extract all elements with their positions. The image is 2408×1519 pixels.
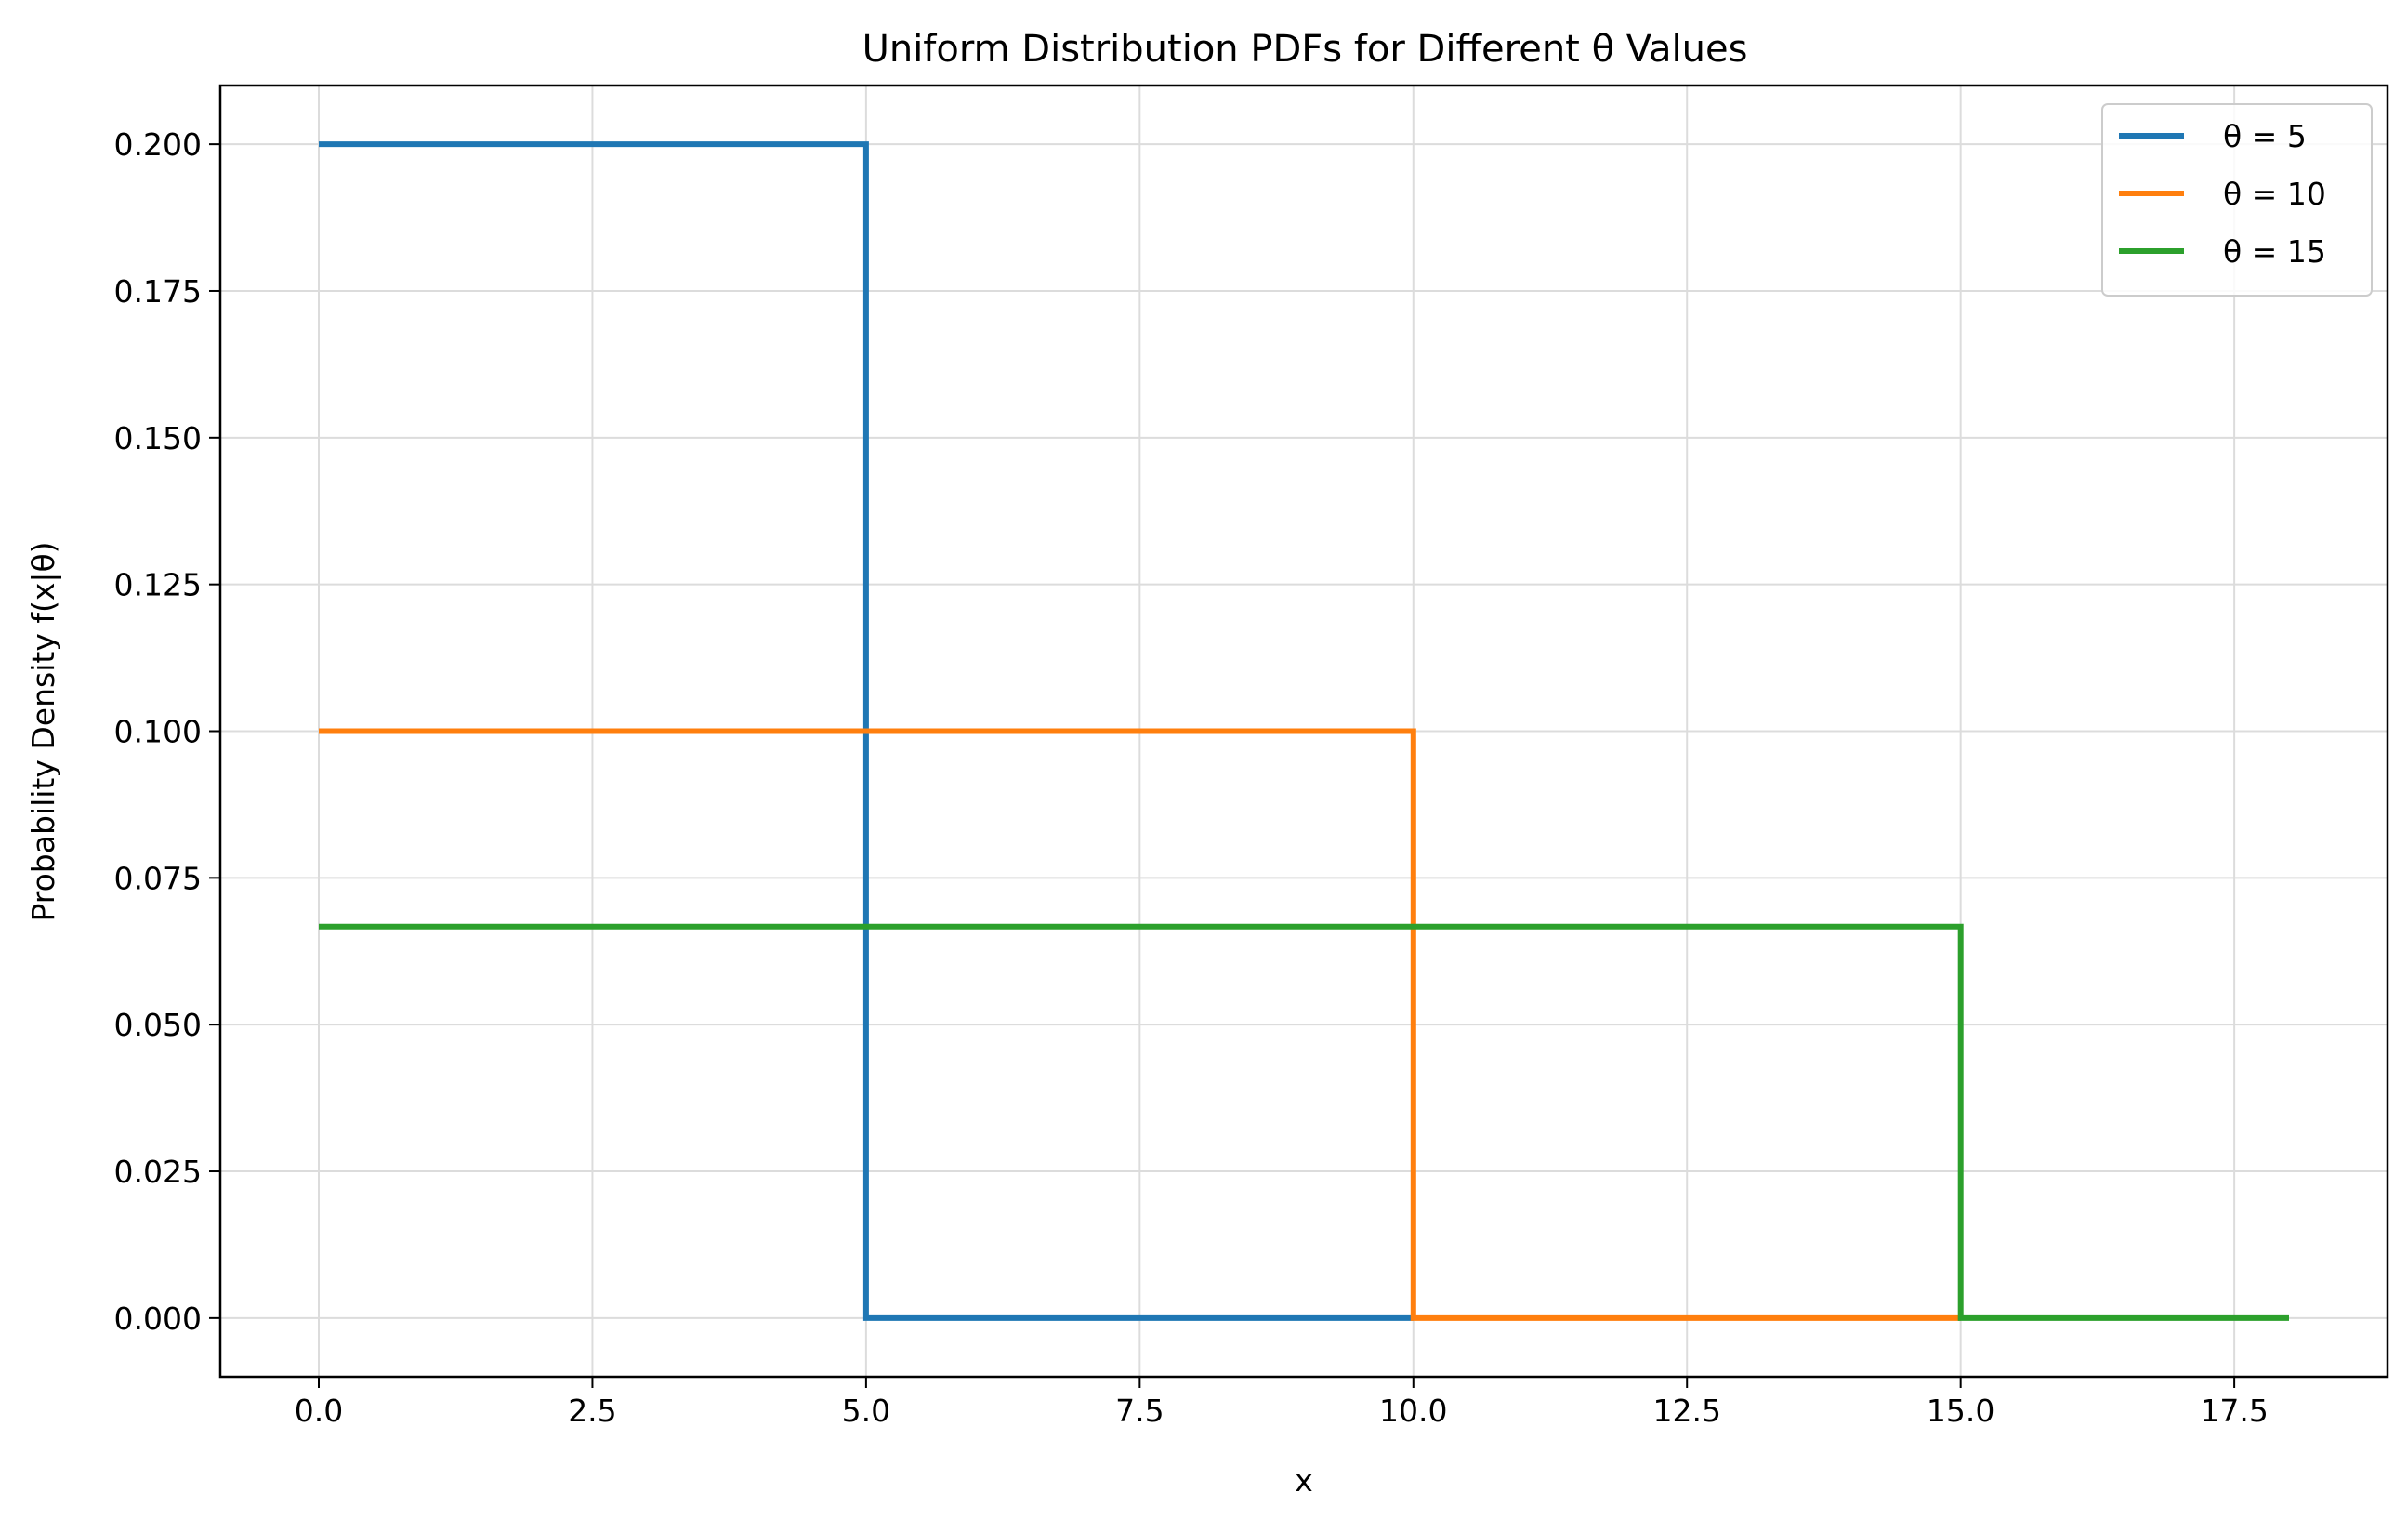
y-tick-label: 0.075 bbox=[114, 860, 202, 896]
legend-box bbox=[2101, 103, 2373, 297]
legend-label: θ = 10 bbox=[2223, 176, 2326, 212]
x-tick-label: 10.0 bbox=[1379, 1393, 1447, 1429]
y-tick-label: 0.125 bbox=[114, 567, 202, 603]
y-axis-label: Probability Density f(x|θ) bbox=[25, 541, 61, 921]
x-tick-label: 15.0 bbox=[1927, 1393, 1994, 1429]
y-tick-label: 0.200 bbox=[114, 126, 202, 163]
y-tick-label: 0.000 bbox=[114, 1301, 202, 1337]
x-tick-label: 17.5 bbox=[2200, 1393, 2268, 1429]
legend-label: θ = 5 bbox=[2223, 118, 2307, 154]
y-tick-label: 0.150 bbox=[114, 420, 202, 456]
axis-ticks: 0.0 2.5 5.0 7.5 10.0 12.5 15.0 17.5 0.000 0.025 0.… bbox=[114, 126, 2269, 1429]
x-tick-label: 2.5 bbox=[568, 1393, 616, 1429]
series-line-2 bbox=[319, 728, 1961, 1321]
chart-title: Uniform Distribution PDFs for Different … bbox=[862, 28, 1748, 71]
legend-label: θ = 15 bbox=[2223, 233, 2326, 270]
x-tick-label: 0.0 bbox=[295, 1393, 343, 1429]
x-tick-label: 5.0 bbox=[842, 1393, 890, 1429]
x-tick-label: 12.5 bbox=[1652, 1393, 1720, 1429]
y-tick-label: 0.100 bbox=[114, 714, 202, 750]
y-tick-label: 0.175 bbox=[114, 273, 202, 310]
x-axis-label: x bbox=[1295, 1462, 1313, 1499]
series-line-3 bbox=[319, 923, 2289, 1321]
series-group bbox=[319, 141, 2289, 1321]
y-tick-label: 0.050 bbox=[114, 1007, 202, 1043]
y-tick-label: 0.025 bbox=[114, 1154, 202, 1190]
x-tick-label: 7.5 bbox=[1115, 1393, 1164, 1429]
legend: θ = 5 θ = 10 θ = 15 bbox=[2101, 103, 2373, 297]
